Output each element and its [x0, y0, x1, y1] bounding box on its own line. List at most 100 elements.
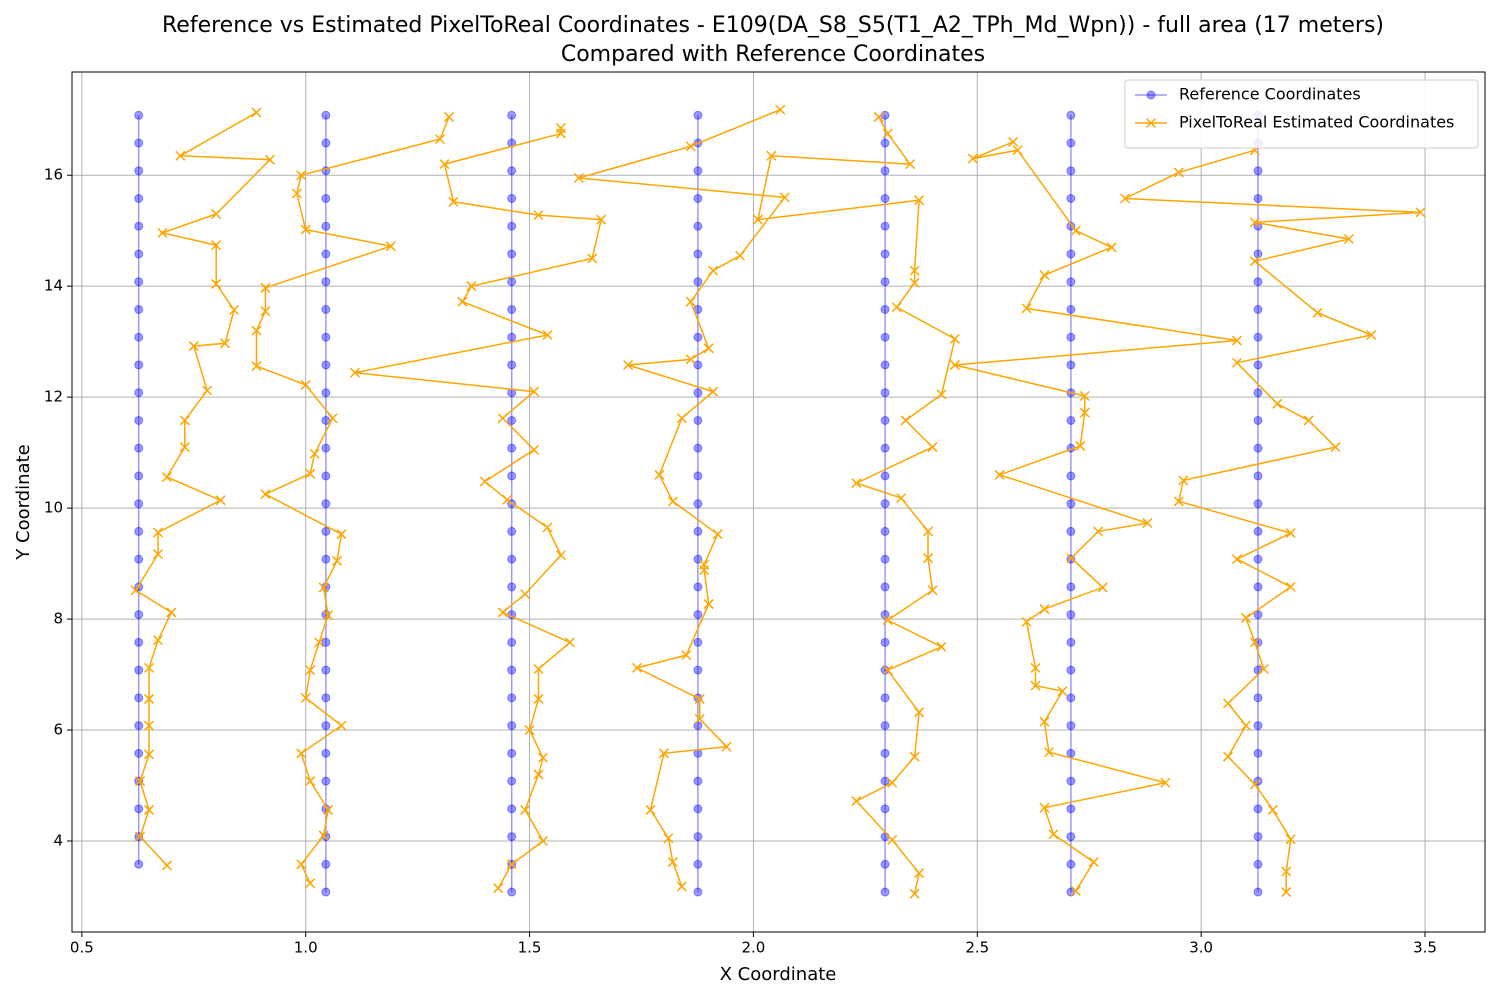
marker-x — [300, 379, 311, 390]
marker-x — [211, 209, 222, 220]
marker-x — [524, 725, 535, 736]
marker-circle — [693, 471, 703, 481]
marker-x — [211, 278, 222, 289]
marker-x — [1178, 475, 1189, 486]
marker-x — [887, 777, 898, 788]
marker-circle — [321, 360, 331, 370]
y-tick-label: 16 — [44, 166, 63, 184]
marker-x — [923, 553, 934, 564]
marker-circle — [1253, 526, 1263, 536]
marker-x — [1249, 256, 1260, 267]
marker-circle — [880, 748, 890, 758]
marker-x — [323, 610, 334, 621]
marker-x — [564, 637, 575, 648]
marker-x — [300, 692, 311, 703]
marker-circle — [693, 415, 703, 425]
marker-circle — [1253, 388, 1263, 398]
marker-circle — [134, 804, 144, 814]
marker-circle — [1253, 415, 1263, 425]
marker-x — [479, 476, 490, 487]
marker-x — [1231, 335, 1242, 346]
marker-circle — [134, 554, 144, 564]
marker-x — [694, 713, 705, 724]
marker-x — [332, 555, 343, 566]
marker-circle — [1253, 249, 1263, 259]
marker-circle — [321, 526, 331, 536]
marker-circle — [321, 221, 331, 231]
x-tick-label: 1.0 — [294, 939, 318, 957]
marker-x — [631, 662, 643, 673]
marker-x — [873, 111, 884, 122]
marker-circle — [321, 249, 331, 259]
marker-x — [1070, 885, 1081, 896]
marker-x — [676, 413, 687, 424]
marker-x — [520, 804, 531, 815]
marker-circle — [321, 332, 331, 342]
marker-circle — [134, 194, 144, 204]
marker-circle — [880, 221, 890, 231]
marker-circle — [693, 776, 703, 786]
marker-circle — [1253, 304, 1263, 314]
marker-circle — [880, 415, 890, 425]
marker-x — [1240, 720, 1251, 731]
marker-circle — [321, 637, 331, 647]
marker-x — [135, 776, 146, 787]
marker-circle — [1066, 138, 1076, 148]
marker-circle — [134, 277, 144, 287]
marker-x — [529, 444, 540, 455]
marker-circle — [1066, 582, 1076, 592]
marker-circle — [134, 665, 144, 675]
marker-circle — [1253, 554, 1263, 564]
marker-circle — [693, 637, 703, 647]
marker-circle — [693, 443, 703, 453]
marker-circle — [134, 471, 144, 481]
marker-x — [1039, 604, 1050, 615]
marker-x — [1240, 612, 1251, 623]
marker-x — [667, 496, 678, 507]
marker-x — [251, 361, 262, 372]
marker-circle — [1066, 776, 1076, 786]
marker-circle — [134, 415, 144, 425]
marker-circle — [693, 610, 703, 620]
marker-x — [623, 359, 634, 370]
marker-x — [327, 413, 338, 424]
marker-x — [1366, 329, 1377, 341]
marker-x — [157, 227, 168, 238]
marker-x — [967, 153, 978, 164]
marker-circle — [693, 388, 703, 398]
marker-x — [1231, 357, 1242, 368]
axes: 0.5 1.0 1.5 2.0 2.5 3.0 3.5 4 6 8 10 12 14 16 — [44, 166, 1437, 957]
marker-circle — [693, 804, 703, 814]
marker-x — [676, 881, 687, 892]
marker-circle — [321, 665, 331, 675]
marker-circle — [507, 526, 517, 536]
marker-x — [1343, 233, 1354, 245]
marker-x — [712, 529, 723, 540]
marker-circle — [880, 360, 890, 370]
marker-x — [152, 635, 163, 646]
marker-x — [1258, 663, 1269, 675]
marker-circle — [321, 415, 331, 425]
marker-circle — [1066, 665, 1076, 675]
marker-circle — [1066, 804, 1076, 814]
marker-circle — [880, 277, 890, 287]
x-tick-label: 0.5 — [70, 939, 94, 957]
marker-circle — [1066, 304, 1076, 314]
marker-x — [143, 693, 155, 704]
marker-x — [891, 302, 902, 313]
marker-x — [887, 834, 898, 845]
marker-x — [1249, 637, 1260, 648]
marker-circle — [507, 748, 517, 758]
marker-x — [211, 240, 222, 251]
marker-x — [1093, 526, 1104, 537]
marker-circle — [1253, 693, 1263, 703]
marker-x — [175, 150, 186, 161]
marker-x — [721, 741, 732, 752]
marker-x — [905, 159, 916, 170]
marker-circle — [507, 166, 517, 176]
marker-x — [336, 529, 347, 540]
y-axis-label: Y Coordinate — [13, 444, 34, 560]
marker-circle — [134, 526, 144, 536]
marker-x — [152, 549, 163, 560]
marker-x — [533, 769, 544, 780]
